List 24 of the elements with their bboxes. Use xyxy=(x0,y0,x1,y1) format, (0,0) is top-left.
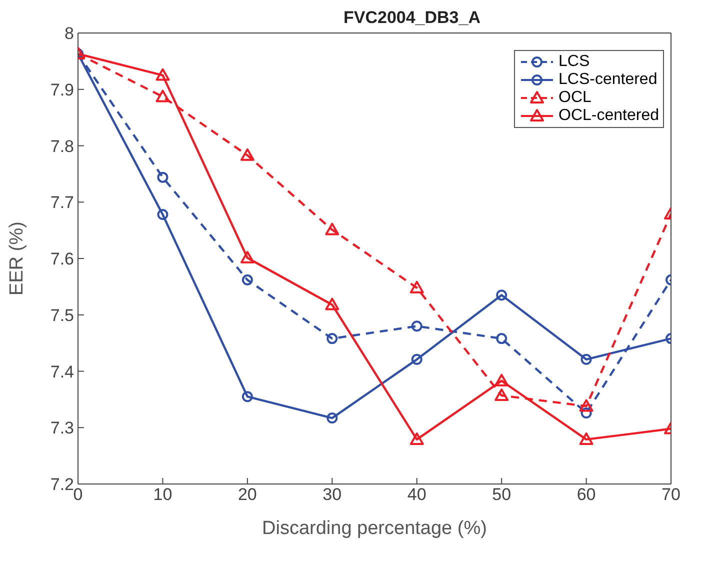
x-tick-label: 40 xyxy=(407,485,426,504)
y-tick-label: 7.8 xyxy=(50,136,74,156)
x-tick-label: 60 xyxy=(576,485,596,504)
y-tick-label: 7.2 xyxy=(50,475,74,494)
y-tick-label: 7.4 xyxy=(50,362,74,382)
x-tick-label: 10 xyxy=(153,485,172,504)
x-tick-label: 20 xyxy=(238,485,257,504)
y-tick-label: 7.3 xyxy=(50,418,74,438)
legend-label: LCS-centered xyxy=(558,71,658,89)
legend-label: OCL-centered xyxy=(558,107,659,125)
x-tick-label: 0 xyxy=(73,485,83,504)
y-axis-title: EER (%) xyxy=(6,222,28,296)
legend-label: OCL xyxy=(558,89,592,107)
y-tick-label: 8 xyxy=(64,24,74,44)
y-tick-label: 7.5 xyxy=(50,306,74,325)
x-tick-label: 70 xyxy=(662,485,680,504)
x-axis-title: Discarding percentage (%) xyxy=(262,518,487,539)
y-tick-label: 7.9 xyxy=(50,80,74,100)
x-tick-label: 30 xyxy=(322,485,342,504)
y-tick-label: 7.7 xyxy=(50,193,74,212)
chart-title: FVC2004_DB3_A xyxy=(343,8,480,27)
legend-label: LCS xyxy=(558,53,590,71)
x-tick-label: 50 xyxy=(492,485,512,504)
y-tick-label: 7.6 xyxy=(50,250,74,269)
